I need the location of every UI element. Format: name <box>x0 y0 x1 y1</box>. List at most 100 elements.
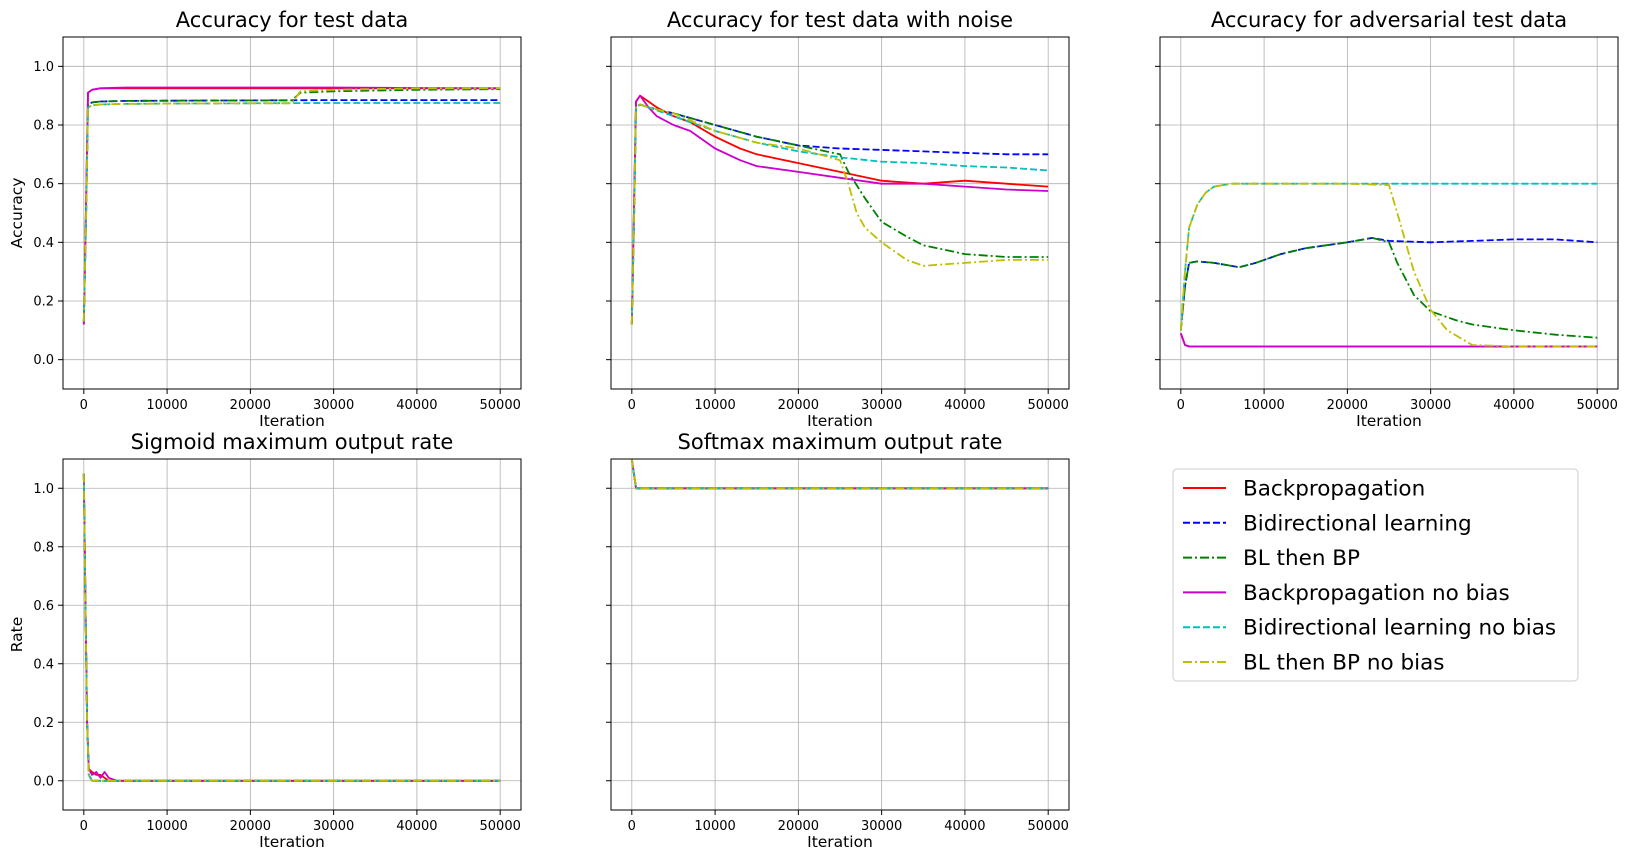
x-axis-label: Iteration <box>259 412 325 430</box>
series-line-backpropagation <box>82 87 501 325</box>
legend: Backpropagation Bidirectional learning BL … <box>1172 468 1579 682</box>
x-tick-label: 30000 <box>313 819 354 834</box>
legend-box <box>1172 468 1579 682</box>
series-line-bidirectional-learning-no-bias <box>1179 182 1598 331</box>
chart-title: Accuracy for test data <box>176 8 408 32</box>
series-line-bidirectional-learning-no-bias <box>82 473 501 782</box>
x-tick-label: 30000 <box>1410 398 1451 413</box>
series-line-bidirectional-learning <box>82 473 501 782</box>
series-line-bl-then-bp <box>82 88 501 322</box>
series-line-bl-then-bp <box>82 473 501 782</box>
y-tick-label: 0.4 <box>33 236 54 251</box>
y-tick-label: 1.0 <box>33 482 54 497</box>
series-line-bl-then-bp-no-bias <box>82 473 501 782</box>
y-axis-label: Rate <box>8 617 26 653</box>
y-tick-label: 0.6 <box>33 599 54 614</box>
series-line-bidirectional-learning-no-bias <box>82 102 501 322</box>
x-tick-label: 0 <box>628 819 636 834</box>
y-tick-label: 0.6 <box>33 177 54 192</box>
x-tick-label: 30000 <box>861 398 902 413</box>
y-tick-label: 0.2 <box>33 716 54 731</box>
y-tick-label: 0.8 <box>33 540 54 555</box>
series-line-backpropagation-no-bias <box>1179 332 1598 348</box>
x-tick-label: 50000 <box>480 819 521 834</box>
series-line-bidirectional-learning-no-bias <box>630 103 1049 325</box>
y-tick-label: 0.2 <box>33 295 54 310</box>
x-tick-label: 20000 <box>1327 398 1368 413</box>
series-line-bidirectional-learning <box>82 99 501 322</box>
series-line-bidirectional-learning <box>1179 236 1598 331</box>
chart-panel-1: 0 10000 20000 30000 40000 50000 0.0 0.2 0.4 0.6 0.… <box>8 8 522 430</box>
x-tick-label: 20000 <box>230 819 271 834</box>
y-tick-label: 0.4 <box>33 657 54 672</box>
plot-frame <box>610 458 1070 811</box>
x-tick-label: 40000 <box>944 819 985 834</box>
x-tick-label: 50000 <box>480 398 521 413</box>
series-line-backpropagation <box>630 459 1049 490</box>
series-line-backpropagation <box>1179 332 1598 348</box>
x-tick-label: 20000 <box>778 398 819 413</box>
x-tick-label: 30000 <box>861 819 902 834</box>
x-tick-label: 30000 <box>313 398 354 413</box>
series-line-bl-then-bp-no-bias <box>82 87 501 322</box>
series-line-bl-then-bp <box>630 459 1049 490</box>
x-axis-label: Iteration <box>1356 412 1422 430</box>
x-tick-label: 0 <box>628 398 636 413</box>
x-tick-label: 50000 <box>1577 398 1618 413</box>
series-line-bidirectional-learning-no-bias <box>630 459 1049 490</box>
x-tick-label: 50000 <box>1028 819 1069 834</box>
x-tick-label: 10000 <box>146 398 187 413</box>
legend-label-2: Bidirectional learning <box>1243 511 1472 536</box>
x-tick-label: 40000 <box>1493 398 1534 413</box>
series-line-backpropagation <box>630 94 1049 325</box>
series-line-bidirectional-learning <box>630 103 1049 325</box>
x-axis-label: Iteration <box>259 833 325 851</box>
chart-title: Sigmoid maximum output rate <box>131 430 454 454</box>
series-line-bl-then-bp-no-bias <box>1179 182 1598 348</box>
plot-frame <box>610 36 1070 390</box>
x-tick-label: 20000 <box>778 819 819 834</box>
series-line-bl-then-bp <box>630 103 1049 325</box>
x-tick-label: 10000 <box>1243 398 1284 413</box>
x-axis-label: Iteration <box>807 833 873 851</box>
series-line-backpropagation <box>82 473 501 782</box>
y-tick-label: 0.0 <box>33 353 54 368</box>
series-line-bl-then-bp <box>1179 236 1598 339</box>
x-tick-label: 20000 <box>230 398 271 413</box>
plot-frame <box>62 458 522 811</box>
legend-label-3: BL then BP <box>1243 546 1360 571</box>
series-line-bl-then-bp-no-bias <box>630 103 1049 325</box>
x-axis-label: Iteration <box>807 412 873 430</box>
x-tick-label: 40000 <box>944 398 985 413</box>
y-tick-label: 1.0 <box>33 60 54 75</box>
y-tick-label: 0.0 <box>33 774 54 789</box>
x-tick-label: 0 <box>80 398 88 413</box>
x-tick-label: 50000 <box>1028 398 1069 413</box>
series-line-backpropagation-no-bias <box>630 459 1049 490</box>
legend-label-1: Backpropagation <box>1243 477 1425 502</box>
plot-frame <box>1159 36 1619 390</box>
x-tick-label: 0 <box>1177 398 1185 413</box>
y-axis-label: Accuracy <box>8 178 26 249</box>
series-line-bl-then-bp-no-bias <box>630 459 1049 490</box>
y-tick-label: 0.8 <box>33 119 54 134</box>
chart-panel-4: 0 10000 20000 30000 40000 50000 0.0 0.2 0.4 0.6 0.… <box>8 430 522 851</box>
legend-label-6: BL then BP no bias <box>1243 651 1444 676</box>
chart-title: Softmax maximum output rate <box>678 430 1003 454</box>
legend-label-5: Bidirectional learning no bias <box>1243 616 1556 641</box>
chart-title: Accuracy for adversarial test data <box>1211 8 1567 32</box>
x-tick-label: 0 <box>80 819 88 834</box>
chart-panel-5: 0 10000 20000 30000 40000 50000 Softmax maximu… <box>606 430 1070 851</box>
x-tick-label: 40000 <box>396 819 437 834</box>
chart-panel-2: 0 10000 20000 30000 40000 50000 Accuracy for t… <box>606 8 1070 430</box>
x-tick-label: 40000 <box>396 398 437 413</box>
x-tick-label: 10000 <box>146 819 187 834</box>
series-line-bidirectional-learning <box>630 459 1049 490</box>
x-tick-label: 10000 <box>694 398 735 413</box>
plot-frame <box>62 36 522 390</box>
series-line-backpropagation-no-bias <box>630 94 1049 325</box>
chart-title: Accuracy for test data with noise <box>667 8 1013 32</box>
chart-panel-3: 0 10000 20000 30000 40000 50000 Accuracy for a… <box>1155 8 1619 430</box>
x-tick-label: 10000 <box>694 819 735 834</box>
